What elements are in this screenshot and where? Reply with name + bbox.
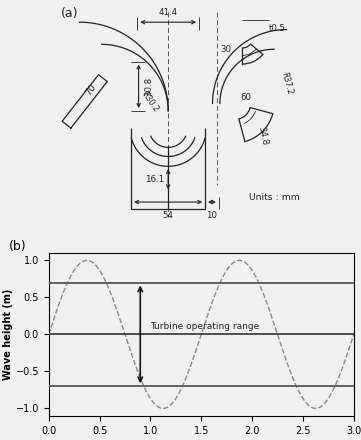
Text: 54: 54 <box>163 211 174 220</box>
Text: Units : mm: Units : mm <box>249 193 300 202</box>
Text: (a): (a) <box>61 7 78 20</box>
Text: 30: 30 <box>221 45 232 54</box>
Text: 60: 60 <box>240 93 251 102</box>
Text: 30.8: 30.8 <box>145 77 154 96</box>
Text: t0.5: t0.5 <box>269 24 286 33</box>
Text: 16.1: 16.1 <box>145 175 165 184</box>
Text: 34.8: 34.8 <box>257 125 269 146</box>
Text: R30.2: R30.2 <box>139 90 160 114</box>
Text: Turbine operating range: Turbine operating range <box>151 322 260 331</box>
Text: 10: 10 <box>206 211 217 220</box>
Y-axis label: Wave height (m): Wave height (m) <box>3 289 13 380</box>
Text: (b): (b) <box>9 240 27 253</box>
Text: 41.4: 41.4 <box>158 8 178 17</box>
Text: 70: 70 <box>83 83 98 97</box>
Text: R37.2: R37.2 <box>279 72 294 96</box>
